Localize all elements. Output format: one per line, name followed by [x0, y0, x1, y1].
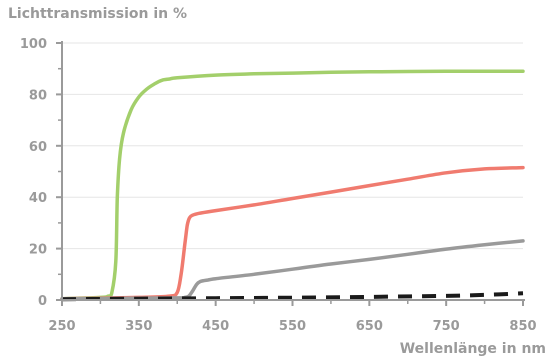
x-tick-label-1: 350: [125, 319, 152, 334]
y-tick-label-3: 60: [29, 140, 47, 155]
series-line-1: [60, 165, 525, 301]
y-tick-label-2: 40: [29, 191, 47, 206]
ticks: 0 20 40 60 80 100 250 350 450 550 650 750 850: [20, 37, 537, 334]
series-line-3: [61, 291, 524, 302]
series-lines: [60, 69, 525, 302]
y-tick-label-5: 100: [20, 37, 47, 52]
x-tick-label-4: 650: [356, 319, 383, 334]
x-tick-label-0: 250: [48, 319, 75, 334]
y-tick-label-4: 80: [29, 88, 47, 103]
x-tick-label-3: 550: [279, 319, 306, 334]
y-axis-title: Lichttransmission in %: [8, 6, 187, 22]
x-tick-label-5: 750: [433, 319, 460, 334]
series-line-0: [60, 69, 525, 301]
x-axis-title: Wellenlänge in nm: [400, 341, 546, 357]
y-tick-label-0: 0: [38, 294, 47, 309]
x-tick-label-6: 850: [509, 319, 536, 334]
x-tick-label-2: 450: [202, 319, 229, 334]
series-line-2: [60, 239, 525, 301]
y-tick-label-1: 20: [29, 243, 47, 258]
